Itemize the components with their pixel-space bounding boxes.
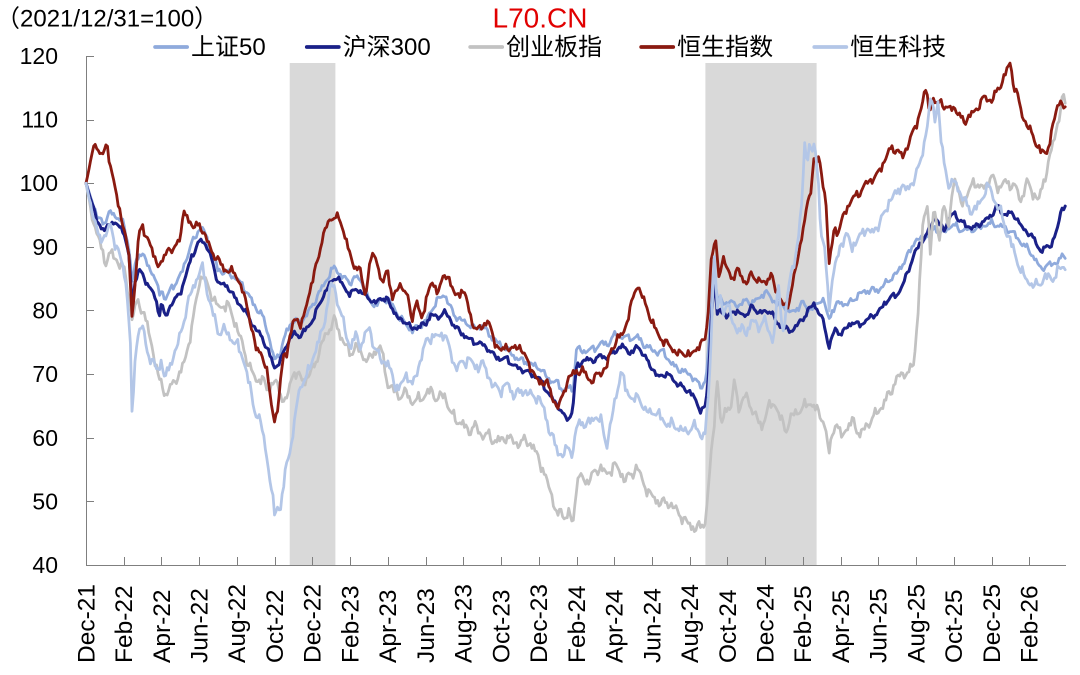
svg-text:Dec-22: Dec-22 bbox=[300, 584, 327, 663]
svg-text:50: 50 bbox=[32, 488, 58, 514]
svg-text:100: 100 bbox=[20, 170, 58, 196]
svg-text:Aug-23: Aug-23 bbox=[451, 584, 478, 663]
svg-text:Dec-24: Dec-24 bbox=[753, 584, 780, 663]
svg-text:Oct-25: Oct-25 bbox=[941, 589, 968, 663]
svg-text:Jun-22: Jun-22 bbox=[187, 588, 214, 663]
svg-text:Aug-24: Aug-24 bbox=[677, 584, 704, 663]
svg-text:120: 120 bbox=[20, 43, 58, 69]
svg-text:60: 60 bbox=[32, 425, 58, 451]
svg-text:（2021/12/31=100）: （2021/12/31=100） bbox=[0, 6, 218, 33]
svg-text:Jun-23: Jun-23 bbox=[413, 588, 440, 663]
svg-text:Apr-24: Apr-24 bbox=[602, 589, 629, 663]
svg-text:L70.CN: L70.CN bbox=[493, 3, 588, 34]
svg-text:Feb-24: Feb-24 bbox=[564, 585, 591, 663]
svg-text:沪深300: 沪深300 bbox=[343, 34, 431, 61]
svg-text:Dec-23: Dec-23 bbox=[526, 584, 553, 663]
svg-text:创业板指: 创业板指 bbox=[506, 34, 602, 61]
svg-text:Apr-23: Apr-23 bbox=[375, 589, 402, 663]
svg-text:Feb-22: Feb-22 bbox=[111, 585, 138, 663]
svg-text:Feb-26: Feb-26 bbox=[1017, 585, 1044, 663]
svg-text:Aug-22: Aug-22 bbox=[224, 584, 251, 663]
svg-text:110: 110 bbox=[21, 107, 58, 133]
svg-text:70: 70 bbox=[32, 361, 58, 387]
svg-text:Apr-22: Apr-22 bbox=[149, 589, 176, 663]
svg-text:Oct-23: Oct-23 bbox=[488, 589, 515, 663]
svg-text:Dec-21: Dec-21 bbox=[73, 584, 100, 663]
svg-text:恒生指数: 恒生指数 bbox=[677, 34, 773, 61]
svg-text:Feb-23: Feb-23 bbox=[337, 585, 364, 663]
svg-text:Feb-25: Feb-25 bbox=[790, 585, 817, 663]
svg-text:Aug-25: Aug-25 bbox=[903, 584, 930, 663]
svg-text:恒生科技: 恒生科技 bbox=[850, 34, 946, 61]
svg-text:Apr-25: Apr-25 bbox=[828, 589, 855, 663]
svg-text:Oct-22: Oct-22 bbox=[262, 589, 289, 663]
svg-text:40: 40 bbox=[32, 552, 58, 578]
svg-text:上证50: 上证50 bbox=[191, 34, 266, 61]
svg-text:Oct-24: Oct-24 bbox=[715, 589, 742, 663]
svg-text:Jun-24: Jun-24 bbox=[639, 588, 666, 663]
svg-text:80: 80 bbox=[32, 298, 58, 324]
svg-text:90: 90 bbox=[32, 234, 58, 260]
svg-text:Dec-25: Dec-25 bbox=[979, 584, 1006, 663]
svg-text:Jun-25: Jun-25 bbox=[866, 588, 893, 663]
